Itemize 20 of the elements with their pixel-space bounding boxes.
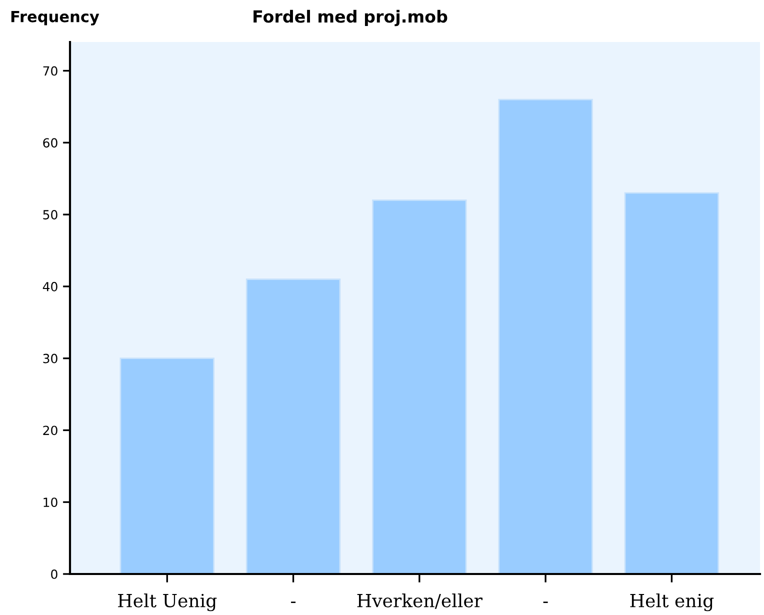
y-tick-label: 0 (51, 569, 58, 579)
y-tick-label: 40 (42, 282, 58, 292)
bar (372, 199, 467, 574)
y-tick-label: 60 (43, 138, 58, 148)
chart-title: Fordel med proj.mob (254, 10, 448, 26)
y-axis-title: Frequency (11, 10, 100, 26)
bar (624, 192, 720, 574)
x-tick-label: - (291, 602, 296, 604)
y-tick-label: 20 (43, 426, 58, 436)
y-tick-label: 30 (43, 354, 58, 364)
x-tick-label: Helt Uenig (118, 593, 217, 612)
y-tick-label: 10 (44, 498, 58, 508)
bar (246, 278, 341, 574)
y-tick-label: 50 (43, 210, 58, 220)
bar (498, 98, 593, 574)
bar (120, 358, 214, 574)
x-tick-label: Helt enig (630, 593, 714, 612)
x-tick-label: Hverken/eller (357, 593, 482, 609)
y-tick-label: 70 (43, 66, 58, 76)
x-tick-label: - (543, 602, 548, 604)
